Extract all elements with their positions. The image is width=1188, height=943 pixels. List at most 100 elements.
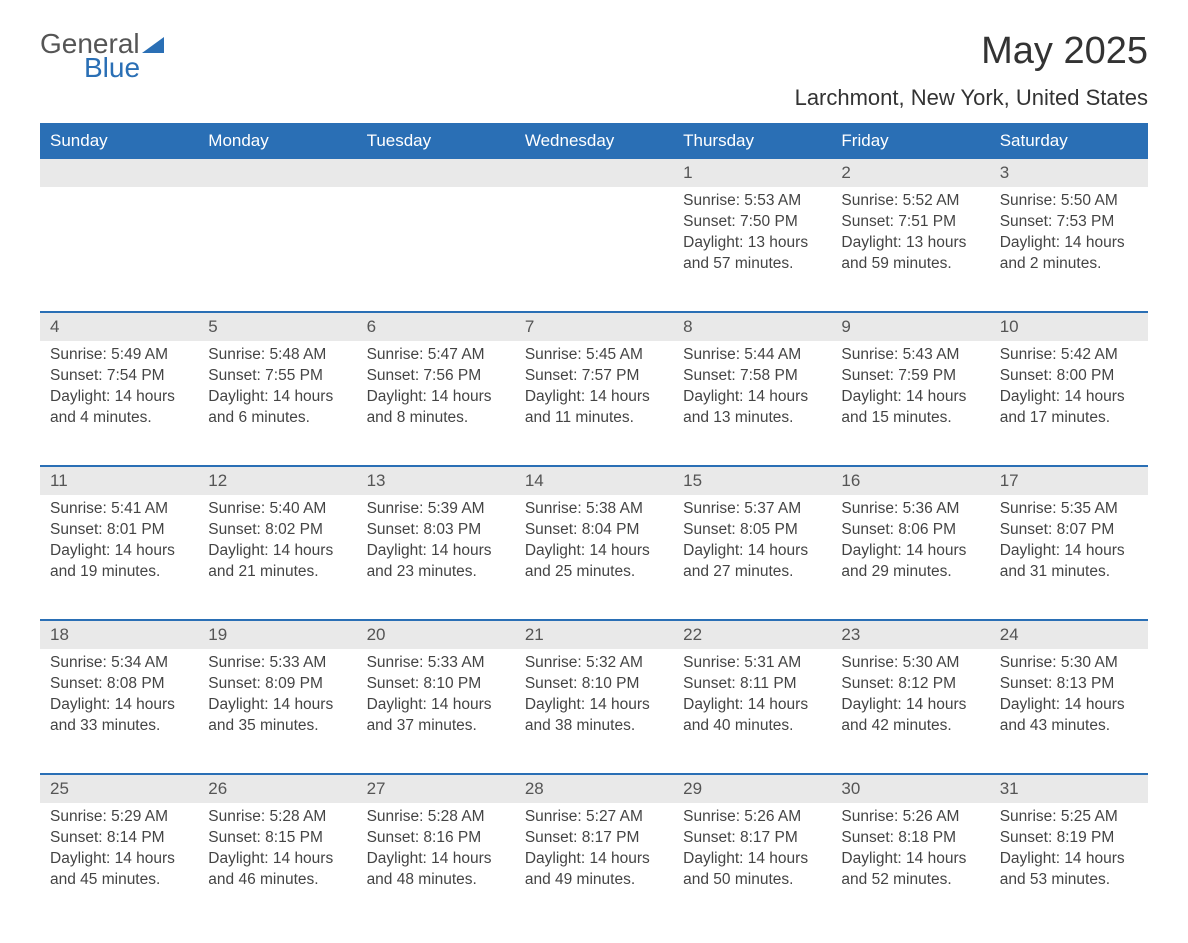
day-body-cell: Sunrise: 5:48 AMSunset: 7:55 PMDaylight:…	[198, 341, 356, 451]
daylight-text: Daylight: 14 hours and 53 minutes.	[1000, 849, 1138, 891]
day-number-row: 123	[40, 159, 1148, 187]
daylight-text: Daylight: 14 hours and 46 minutes.	[208, 849, 346, 891]
day-number-cell	[357, 159, 515, 187]
sunrise-text: Sunrise: 5:32 AM	[525, 653, 663, 674]
day-body-row: Sunrise: 5:53 AMSunset: 7:50 PMDaylight:…	[40, 187, 1148, 297]
day-number-cell: 13	[357, 467, 515, 495]
day-number-cell: 9	[831, 313, 989, 341]
day-body-cell: Sunrise: 5:39 AMSunset: 8:03 PMDaylight:…	[357, 495, 515, 605]
day-number-cell: 14	[515, 467, 673, 495]
weekday-header-cell: Wednesday	[515, 123, 673, 159]
daylight-text: Daylight: 14 hours and 42 minutes.	[841, 695, 979, 737]
day-body-cell: Sunrise: 5:28 AMSunset: 8:16 PMDaylight:…	[357, 803, 515, 913]
day-number-cell: 5	[198, 313, 356, 341]
day-body-cell: Sunrise: 5:38 AMSunset: 8:04 PMDaylight:…	[515, 495, 673, 605]
day-number-cell: 28	[515, 775, 673, 803]
day-number-cell: 15	[673, 467, 831, 495]
sunrise-text: Sunrise: 5:47 AM	[367, 345, 505, 366]
daylight-text: Daylight: 14 hours and 33 minutes.	[50, 695, 188, 737]
day-body-cell: Sunrise: 5:32 AMSunset: 8:10 PMDaylight:…	[515, 649, 673, 759]
daylight-text: Daylight: 14 hours and 21 minutes.	[208, 541, 346, 583]
day-body-cell: Sunrise: 5:52 AMSunset: 7:51 PMDaylight:…	[831, 187, 989, 297]
day-body-cell: Sunrise: 5:40 AMSunset: 8:02 PMDaylight:…	[198, 495, 356, 605]
day-body-cell: Sunrise: 5:47 AMSunset: 7:56 PMDaylight:…	[357, 341, 515, 451]
weekday-header-cell: Monday	[198, 123, 356, 159]
week-block: 11121314151617Sunrise: 5:41 AMSunset: 8:…	[40, 465, 1148, 605]
sunset-text: Sunset: 8:16 PM	[367, 828, 505, 849]
day-body-cell	[198, 187, 356, 297]
sunset-text: Sunset: 7:55 PM	[208, 366, 346, 387]
daylight-text: Daylight: 14 hours and 2 minutes.	[1000, 233, 1138, 275]
day-number-cell: 23	[831, 621, 989, 649]
sunrise-text: Sunrise: 5:38 AM	[525, 499, 663, 520]
sunrise-text: Sunrise: 5:36 AM	[841, 499, 979, 520]
calendar: SundayMondayTuesdayWednesdayThursdayFrid…	[40, 123, 1148, 913]
day-number-cell: 6	[357, 313, 515, 341]
day-number-cell: 8	[673, 313, 831, 341]
sunrise-text: Sunrise: 5:48 AM	[208, 345, 346, 366]
sunrise-text: Sunrise: 5:50 AM	[1000, 191, 1138, 212]
sunset-text: Sunset: 8:05 PM	[683, 520, 821, 541]
sunset-text: Sunset: 8:12 PM	[841, 674, 979, 695]
sunrise-text: Sunrise: 5:49 AM	[50, 345, 188, 366]
sunrise-text: Sunrise: 5:30 AM	[1000, 653, 1138, 674]
sunrise-text: Sunrise: 5:27 AM	[525, 807, 663, 828]
day-number-cell	[40, 159, 198, 187]
day-number-row: 11121314151617	[40, 467, 1148, 495]
day-body-cell: Sunrise: 5:49 AMSunset: 7:54 PMDaylight:…	[40, 341, 198, 451]
sunrise-text: Sunrise: 5:26 AM	[683, 807, 821, 828]
sunset-text: Sunset: 7:54 PM	[50, 366, 188, 387]
sunset-text: Sunset: 8:10 PM	[367, 674, 505, 695]
weekday-header-cell: Saturday	[990, 123, 1148, 159]
day-number-cell: 21	[515, 621, 673, 649]
daylight-text: Daylight: 13 hours and 59 minutes.	[841, 233, 979, 275]
daylight-text: Daylight: 14 hours and 45 minutes.	[50, 849, 188, 891]
daylight-text: Daylight: 14 hours and 8 minutes.	[367, 387, 505, 429]
sunset-text: Sunset: 8:17 PM	[525, 828, 663, 849]
weekday-header-cell: Friday	[831, 123, 989, 159]
sunset-text: Sunset: 7:58 PM	[683, 366, 821, 387]
day-body-row: Sunrise: 5:41 AMSunset: 8:01 PMDaylight:…	[40, 495, 1148, 605]
sunset-text: Sunset: 8:06 PM	[841, 520, 979, 541]
day-body-cell: Sunrise: 5:44 AMSunset: 7:58 PMDaylight:…	[673, 341, 831, 451]
day-body-cell: Sunrise: 5:30 AMSunset: 8:13 PMDaylight:…	[990, 649, 1148, 759]
day-body-cell: Sunrise: 5:34 AMSunset: 8:08 PMDaylight:…	[40, 649, 198, 759]
daylight-text: Daylight: 14 hours and 17 minutes.	[1000, 387, 1138, 429]
day-body-cell: Sunrise: 5:45 AMSunset: 7:57 PMDaylight:…	[515, 341, 673, 451]
sunrise-text: Sunrise: 5:33 AM	[208, 653, 346, 674]
sunset-text: Sunset: 7:56 PM	[367, 366, 505, 387]
sunrise-text: Sunrise: 5:40 AM	[208, 499, 346, 520]
day-body-row: Sunrise: 5:49 AMSunset: 7:54 PM Daylight:…	[40, 341, 1148, 451]
day-number-cell: 29	[673, 775, 831, 803]
day-body-cell: Sunrise: 5:27 AMSunset: 8:17 PMDaylight:…	[515, 803, 673, 913]
daylight-text: Daylight: 14 hours and 37 minutes.	[367, 695, 505, 737]
sunrise-text: Sunrise: 5:28 AM	[208, 807, 346, 828]
daylight-text: Daylight: 14 hours and 35 minutes.	[208, 695, 346, 737]
sunrise-text: Sunrise: 5:39 AM	[367, 499, 505, 520]
day-number-cell: 17	[990, 467, 1148, 495]
day-number-cell: 18	[40, 621, 198, 649]
sunset-text: Sunset: 8:18 PM	[841, 828, 979, 849]
sunrise-text: Sunrise: 5:25 AM	[1000, 807, 1138, 828]
day-number-cell: 4	[40, 313, 198, 341]
sunset-text: Sunset: 8:14 PM	[50, 828, 188, 849]
sunset-text: Sunset: 8:07 PM	[1000, 520, 1138, 541]
sunrise-text: Sunrise: 5:45 AM	[525, 345, 663, 366]
sunrise-text: Sunrise: 5:52 AM	[841, 191, 979, 212]
day-body-cell	[40, 187, 198, 297]
sunset-text: Sunset: 8:13 PM	[1000, 674, 1138, 695]
sunrise-text: Sunrise: 5:26 AM	[841, 807, 979, 828]
sunset-text: Sunset: 8:02 PM	[208, 520, 346, 541]
daylight-text: Daylight: 14 hours and 43 minutes.	[1000, 695, 1138, 737]
daylight-text: Daylight: 14 hours and 31 minutes.	[1000, 541, 1138, 583]
day-body-cell: Sunrise: 5:42 AMSunset: 8:00 PMDaylight:…	[990, 341, 1148, 451]
title-block: May 2025 Larchmont, New York, United Sta…	[795, 30, 1148, 111]
day-number-cell	[515, 159, 673, 187]
day-number-cell: 20	[357, 621, 515, 649]
daylight-text: Daylight: 14 hours and 23 minutes.	[367, 541, 505, 583]
day-number-cell: 2	[831, 159, 989, 187]
daylight-text: Daylight: 14 hours and 15 minutes.	[841, 387, 979, 429]
day-body-cell: Sunrise: 5:35 AMSunset: 8:07 PMDaylight:…	[990, 495, 1148, 605]
week-block: 123Sunrise: 5:53 AMSunset: 7:50 PMDaylig…	[40, 159, 1148, 297]
daylight-text: Daylight: 14 hours and 19 minutes.	[50, 541, 188, 583]
